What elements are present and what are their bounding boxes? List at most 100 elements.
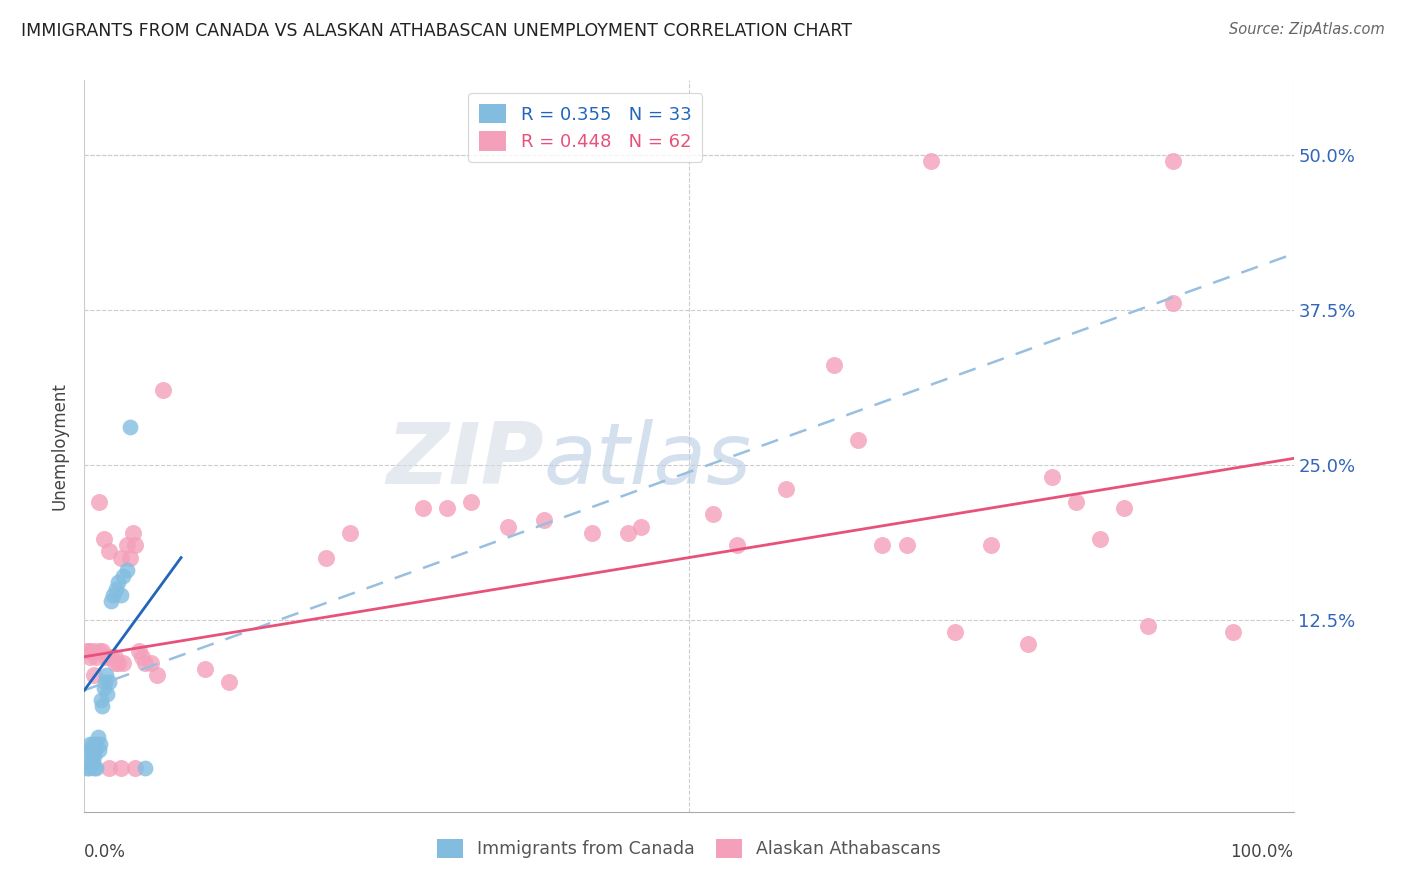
Point [533, 513, 555, 527]
Point [1064, 495, 1087, 509]
Point [896, 538, 918, 552]
Point [436, 500, 458, 515]
Point [115, 563, 138, 577]
Point [104, 656, 127, 670]
Point [79, 649, 101, 664]
Point [110, 761, 132, 775]
Point [1161, 153, 1184, 168]
Point [100, 594, 122, 608]
Point [80, 743, 103, 757]
Point [124, 761, 146, 775]
Text: ZIP: ZIP [387, 419, 544, 502]
Point [339, 525, 361, 540]
Point [94, 674, 117, 689]
Point [115, 538, 138, 552]
Text: 100.0%: 100.0% [1230, 843, 1294, 861]
Point [97, 761, 120, 775]
Point [94, 649, 117, 664]
Point [90, 693, 112, 707]
Point [943, 624, 966, 639]
Point [100, 649, 122, 664]
Point [104, 582, 127, 596]
Point [630, 519, 652, 533]
Point [823, 359, 845, 373]
Point [107, 656, 129, 670]
Point [91, 699, 114, 714]
Point [83, 748, 105, 763]
Point [460, 495, 482, 509]
Point [93, 532, 115, 546]
Point [84, 743, 107, 757]
Point [112, 656, 135, 670]
Text: atlas: atlas [544, 419, 752, 502]
Point [139, 656, 162, 670]
Point [134, 656, 156, 670]
Point [617, 525, 640, 540]
Point [1222, 624, 1244, 639]
Point [77, 643, 100, 657]
Legend: Immigrants from Canada, Alaskan Athabascans: Immigrants from Canada, Alaskan Athabasc… [437, 838, 941, 858]
Point [194, 662, 217, 676]
Point [83, 668, 105, 682]
Point [104, 649, 127, 664]
Point [77, 755, 100, 769]
Point [1137, 619, 1160, 633]
Point [87, 643, 110, 657]
Point [872, 538, 894, 552]
Point [89, 737, 111, 751]
Text: Source: ZipAtlas.com: Source: ZipAtlas.com [1229, 22, 1385, 37]
Point [1088, 532, 1111, 546]
Point [110, 588, 132, 602]
Point [97, 544, 120, 558]
Point [110, 550, 132, 565]
Text: 0.0%: 0.0% [84, 843, 127, 861]
Point [93, 681, 115, 695]
Point [77, 761, 100, 775]
Point [82, 755, 104, 769]
Point [124, 538, 146, 552]
Point [1114, 500, 1136, 515]
Point [97, 674, 120, 689]
Point [79, 737, 101, 751]
Point [218, 674, 240, 689]
Point [86, 731, 108, 745]
Point [1161, 296, 1184, 310]
Point [412, 500, 434, 515]
Point [103, 588, 125, 602]
Point [131, 649, 153, 664]
Point [94, 668, 117, 682]
Point [86, 761, 108, 775]
Y-axis label: Unemployment: Unemployment [51, 382, 69, 510]
Point [87, 743, 110, 757]
Point [76, 643, 98, 657]
Point [86, 737, 108, 751]
Point [82, 643, 104, 657]
Point [725, 538, 748, 552]
Point [96, 687, 118, 701]
Point [83, 761, 105, 775]
Point [496, 519, 519, 533]
Point [846, 433, 869, 447]
Point [76, 761, 98, 775]
Point [702, 507, 724, 521]
Point [107, 575, 129, 590]
Point [315, 550, 337, 565]
Point [79, 743, 101, 757]
Point [91, 643, 114, 657]
Text: IMMIGRANTS FROM CANADA VS ALASKAN ATHABASCAN UNEMPLOYMENT CORRELATION CHART: IMMIGRANTS FROM CANADA VS ALASKAN ATHABA… [21, 22, 852, 40]
Point [128, 643, 150, 657]
Point [87, 495, 110, 509]
Point [112, 569, 135, 583]
Point [146, 668, 169, 682]
Point [1040, 470, 1063, 484]
Point [152, 383, 174, 397]
Point [134, 761, 156, 775]
Point [120, 420, 142, 434]
Point [80, 748, 103, 763]
Point [980, 538, 1002, 552]
Point [120, 550, 142, 565]
Point [581, 525, 603, 540]
Point [920, 153, 942, 168]
Point [1017, 637, 1039, 651]
Point [86, 649, 108, 664]
